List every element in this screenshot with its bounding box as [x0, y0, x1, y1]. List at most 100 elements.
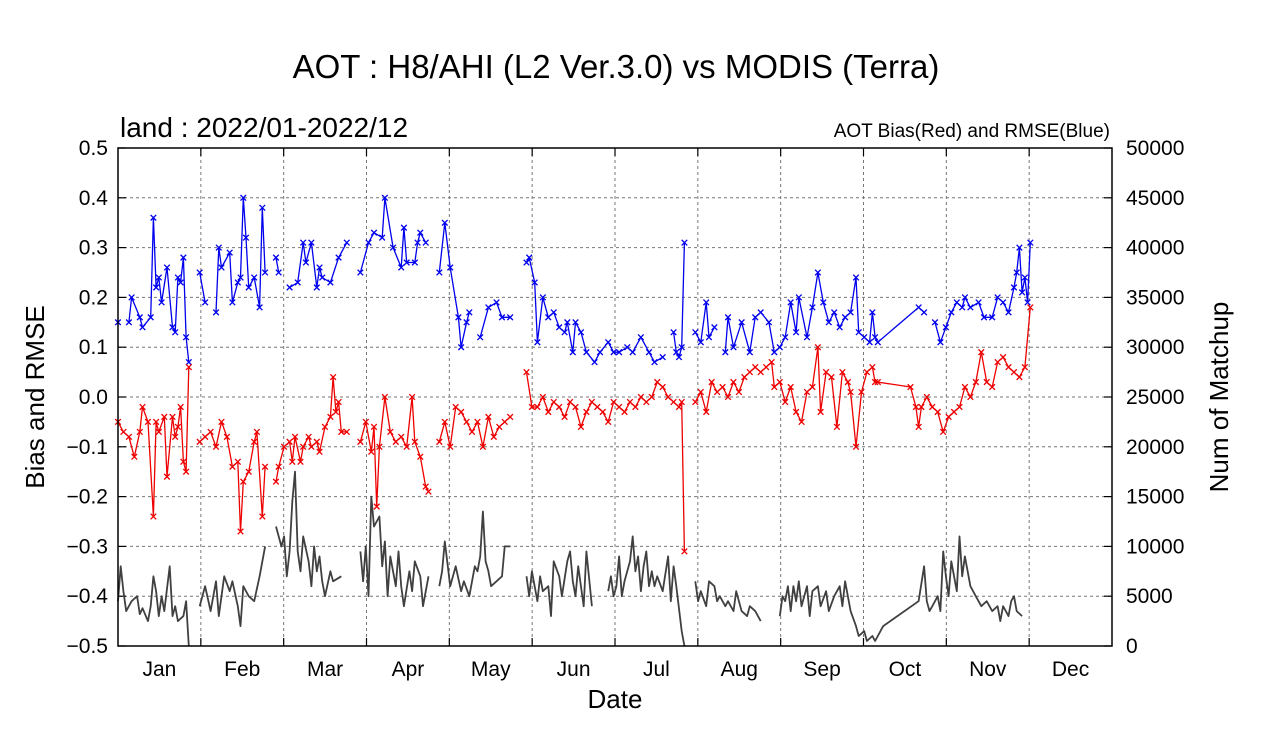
data-point-bias [762, 363, 770, 371]
data-point-rmse [171, 329, 179, 336]
data-point-bias [370, 423, 378, 431]
series-line-matchup [198, 546, 266, 627]
data-point-bias [376, 443, 383, 451]
data-point-bias [803, 388, 811, 396]
chart-subtitle-right: AOT Bias(Red) and RMSE(Blue) [834, 121, 1110, 142]
data-point-bias [212, 443, 220, 451]
data-point-bias [967, 393, 974, 401]
x-tick-label: Feb [224, 658, 260, 681]
y2-axis-label: Num of Matchup [1204, 302, 1234, 493]
data-point-bias [196, 438, 203, 446]
data-point-bias [297, 458, 304, 465]
series-line-rmse [275, 257, 280, 273]
data-point-rmse [152, 284, 160, 291]
data-point-rmse [201, 299, 209, 306]
data-point-bias [131, 453, 138, 461]
data-point-bias [144, 418, 152, 426]
data-point-bias [286, 438, 293, 446]
data-point-bias [768, 358, 775, 366]
data-point-rmse [787, 299, 794, 306]
data-point-rmse [615, 348, 623, 356]
data-point-bias [610, 398, 617, 406]
data-point-rmse [389, 244, 397, 251]
data-point-bias [441, 418, 449, 426]
data-point-bias [945, 413, 952, 421]
series-line-rmse [479, 301, 511, 338]
data-point-bias [869, 363, 876, 371]
y2-tick-label: 30000 [1126, 336, 1184, 359]
data-point-bias [692, 398, 699, 406]
data-point-bias [678, 398, 685, 406]
data-point-rmse [705, 333, 713, 341]
data-point-bias [1005, 363, 1012, 371]
data-point-rmse [1021, 274, 1029, 281]
data-point-bias [528, 403, 536, 411]
data-point-rmse [466, 309, 473, 316]
y-tick-label: 0.1 [79, 336, 108, 359]
data-point-rmse [814, 269, 822, 276]
data-point-rmse [958, 304, 966, 311]
data-point-rmse [242, 234, 250, 241]
x-tick-label: Jun [557, 658, 591, 681]
y2-tick-label: 25000 [1126, 386, 1184, 409]
grid [118, 147, 1112, 647]
x-tick-label: Mar [307, 658, 343, 681]
y-tick-label: −0.2 [67, 486, 108, 509]
data-point-rmse [498, 314, 506, 321]
data-point-bias [632, 403, 639, 411]
data-point-rmse [980, 314, 988, 321]
x-tick-label: May [471, 658, 511, 681]
data-point-rmse [697, 338, 705, 346]
series-line-bias [275, 376, 347, 482]
data-point-bias [308, 443, 315, 451]
data-point-bias [1027, 304, 1034, 311]
data-point-bias [817, 408, 824, 416]
data-point-rmse [476, 333, 484, 341]
data-point-rmse [308, 239, 315, 246]
data-point-bias [125, 433, 133, 441]
series-line-matchup [525, 550, 593, 617]
data-point-bias [139, 403, 146, 411]
data-point-bias [474, 418, 481, 426]
data-point-rmse [403, 259, 410, 266]
data-point-bias [417, 453, 424, 461]
data-point-bias [787, 383, 794, 391]
data-point-bias [798, 418, 805, 426]
data-point-bias [961, 383, 969, 391]
data-point-rmse [177, 279, 184, 286]
data-point-bias [681, 548, 688, 555]
data-point-bias [485, 413, 492, 421]
data-point-rmse [564, 319, 571, 326]
data-point-bias [871, 378, 879, 386]
data-point-rmse [318, 274, 326, 281]
data-point-rmse [196, 269, 203, 276]
y2-tick-label: 50000 [1126, 137, 1184, 160]
data-point-bias [218, 418, 225, 426]
data-point-rmse [645, 348, 653, 356]
data-point-rmse [765, 319, 773, 326]
data-point-rmse [555, 324, 563, 331]
data-point-rmse [623, 343, 631, 351]
data-point-bias [332, 408, 340, 416]
data-point-rmse [125, 319, 133, 326]
series-line-rmse [438, 222, 470, 348]
series-line-rmse [934, 242, 1031, 343]
data-point-rmse [1024, 299, 1031, 306]
x-tick-label: Dec [1052, 658, 1089, 681]
data-point-bias [207, 428, 214, 436]
data-point-bias [387, 428, 394, 436]
data-point-bias [735, 388, 743, 396]
y-tick-label: −0.3 [67, 535, 108, 558]
data-point-rmse [915, 304, 922, 311]
x-tick-label: Jan [142, 658, 176, 681]
data-point-rmse [506, 314, 514, 321]
x-tick-label: Jul [643, 658, 670, 681]
data-point-bias [299, 443, 307, 451]
data-point-rmse [463, 319, 470, 326]
data-point-rmse [550, 309, 557, 316]
data-point-bias [136, 428, 144, 436]
data-point-rmse [335, 254, 342, 261]
data-point-bias [234, 458, 242, 465]
data-point-rmse [226, 249, 233, 256]
data-point-bias [583, 408, 590, 416]
